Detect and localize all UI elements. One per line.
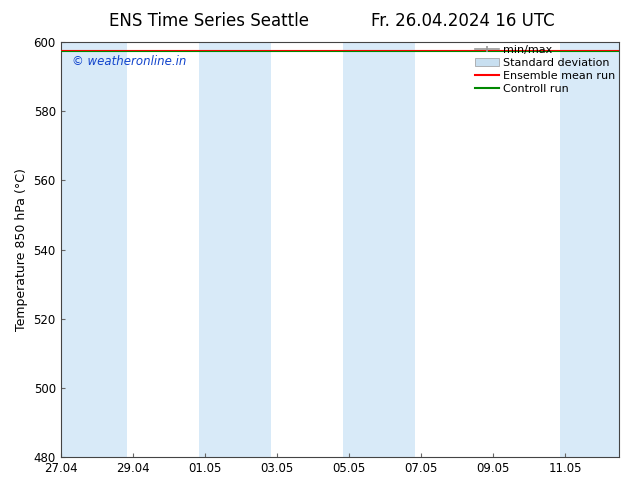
Text: ENS Time Series Seattle: ENS Time Series Seattle xyxy=(109,12,309,30)
Bar xyxy=(344,42,415,457)
Y-axis label: Temperature 850 hPa (°C): Temperature 850 hPa (°C) xyxy=(15,168,28,331)
Bar xyxy=(61,42,127,457)
Text: © weatheronline.in: © weatheronline.in xyxy=(72,54,186,68)
Bar xyxy=(199,42,271,457)
Legend: min/max, Standard deviation, Ensemble mean run, Controll run: min/max, Standard deviation, Ensemble me… xyxy=(474,46,616,94)
Text: Fr. 26.04.2024 16 UTC: Fr. 26.04.2024 16 UTC xyxy=(371,12,555,30)
Bar xyxy=(560,42,619,457)
